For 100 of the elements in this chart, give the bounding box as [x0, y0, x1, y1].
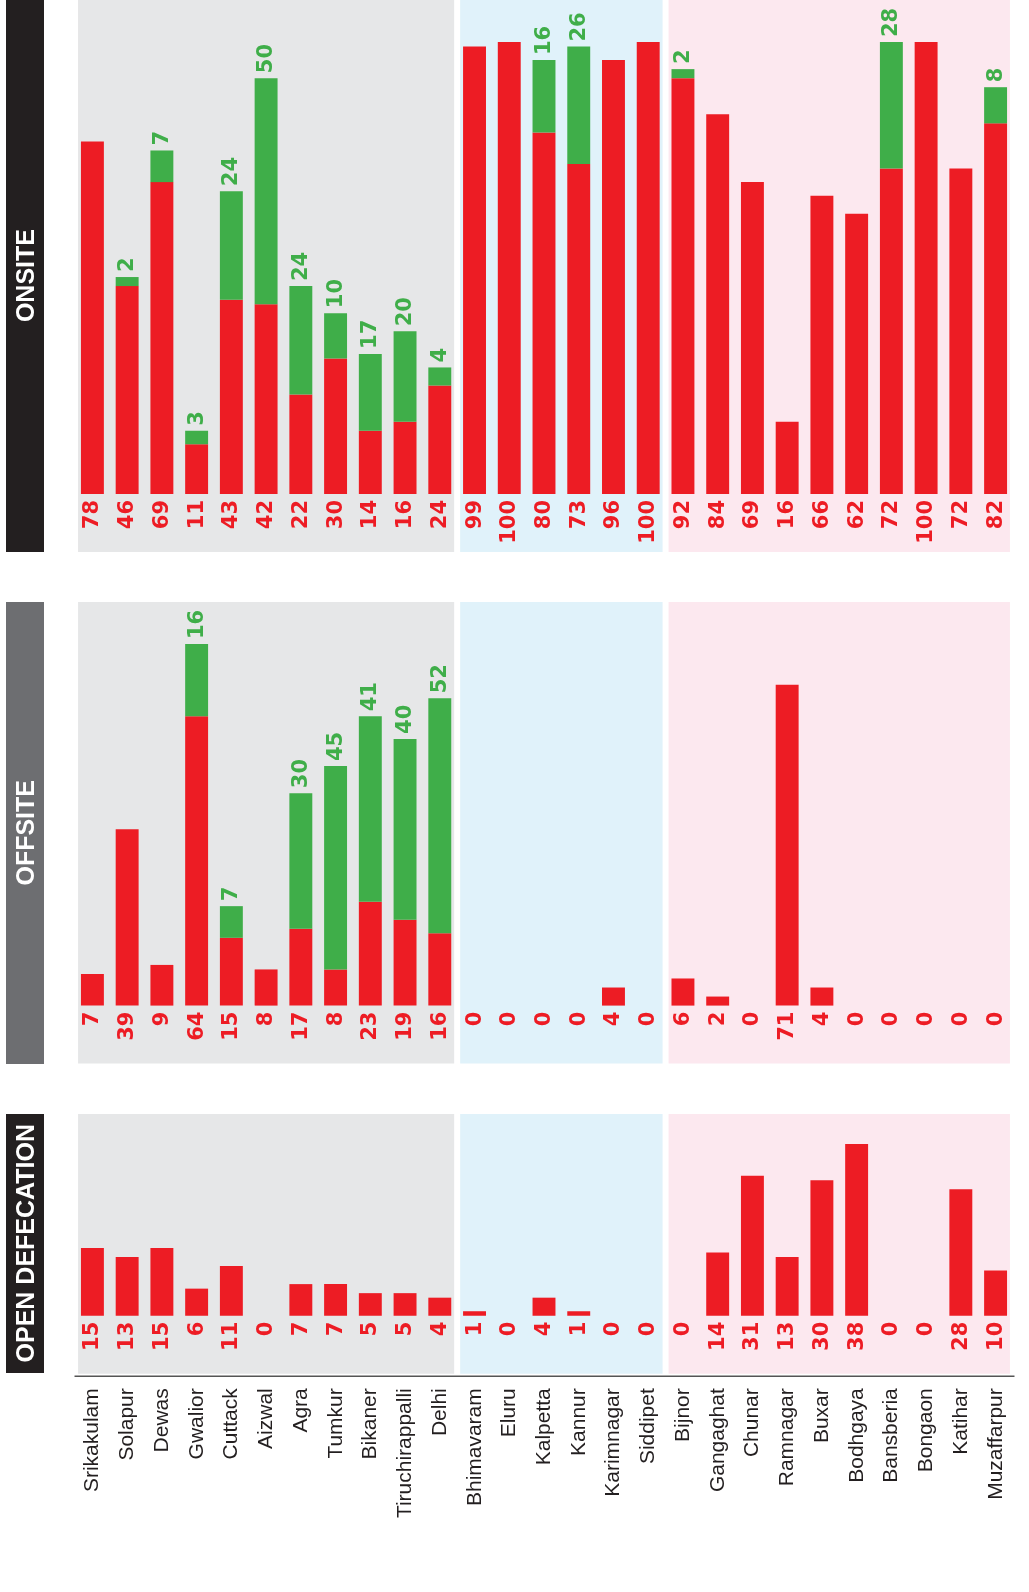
data-label: 17: [357, 319, 382, 349]
bar: [150, 964, 174, 1006]
bar: [324, 1283, 348, 1316]
bar: [810, 195, 834, 494]
x-tick-label: Gwalior: [183, 1387, 207, 1459]
data-label: 72: [878, 500, 903, 530]
x-tick-label: Dewas: [148, 1387, 172, 1452]
bar: [289, 928, 313, 1006]
data-label: 2: [114, 257, 139, 273]
data-label: 73: [565, 500, 590, 530]
data-label: 0: [635, 1321, 660, 1336]
data-label: 15: [148, 1321, 173, 1351]
data-label: 0: [600, 1321, 625, 1336]
data-label: 0: [461, 1011, 486, 1027]
x-tick-label: Tiruchirappalli: [392, 1387, 416, 1518]
data-label: 4: [531, 1321, 555, 1336]
bar: [254, 969, 278, 1006]
data-label: 30: [322, 500, 347, 530]
data-label: 92: [669, 500, 694, 530]
bar: [428, 1297, 452, 1316]
bar: [185, 644, 209, 717]
data-label: 69: [148, 500, 173, 530]
bar: [219, 1265, 243, 1316]
data-label: 38: [843, 1321, 868, 1351]
text: ONSITE: [10, 229, 40, 323]
data-label: 1: [461, 1321, 486, 1336]
bar: [602, 60, 625, 494]
data-label: 2: [704, 1011, 729, 1027]
data-label: 20: [392, 297, 417, 327]
x-tick-label: Bansberia: [878, 1387, 902, 1483]
data-label: 100: [913, 500, 938, 544]
x-tick-label: Tumkur: [322, 1387, 346, 1459]
data-label: 62: [843, 500, 868, 530]
bar: [636, 42, 660, 494]
data-label: 16: [531, 25, 555, 56]
bar: [879, 42, 903, 169]
data-label: 16: [426, 1011, 451, 1041]
bar: [463, 1310, 486, 1316]
data-label: 66: [808, 500, 833, 530]
bar: [984, 123, 1008, 494]
data-label: 9: [148, 1011, 173, 1027]
data-label: 16: [774, 500, 799, 530]
bar: [289, 394, 313, 494]
x-tick-label: Chunar: [739, 1387, 763, 1457]
text: OFFSITE: [10, 780, 40, 886]
data-label: 0: [565, 1011, 590, 1027]
bar: [949, 1188, 973, 1316]
data-label: 2: [669, 49, 694, 65]
x-tick-label: Kalpetta: [531, 1387, 554, 1465]
bar: [185, 716, 209, 1006]
text: OPEN DEFECATION: [10, 1124, 40, 1363]
data-label: 8: [253, 1011, 278, 1027]
data-label: 4: [600, 1011, 625, 1027]
bar: [150, 150, 174, 183]
data-label: 31: [739, 1321, 764, 1351]
data-label: 0: [878, 1321, 903, 1336]
x-tick-label: Ramnagar: [774, 1387, 798, 1486]
bar: [219, 191, 243, 300]
bar: [428, 367, 452, 386]
data-label: 72: [947, 500, 972, 530]
bar: [602, 987, 625, 1006]
data-label: 10: [982, 1321, 1007, 1351]
bar: [984, 1270, 1008, 1316]
bar: [324, 766, 348, 970]
data-label: 7: [218, 886, 243, 902]
data-label: 28: [947, 1321, 972, 1351]
data-label: 30: [287, 758, 312, 789]
data-label: 6: [183, 1321, 208, 1336]
data-label: 7: [148, 130, 173, 146]
data-label: 22: [287, 500, 312, 530]
x-tick-label: Siddipet: [635, 1387, 659, 1464]
data-label: 30: [808, 1321, 833, 1351]
bar: [428, 933, 452, 1006]
bar: [80, 141, 104, 494]
x-tick-label: Aizwal: [253, 1387, 277, 1449]
data-label: 78: [79, 500, 104, 530]
bar: [671, 78, 695, 494]
bar: [393, 738, 417, 920]
bar: [185, 1288, 209, 1316]
x-tick-label: Bijnor: [669, 1387, 693, 1442]
x-tick-label: Srikakulam: [79, 1387, 103, 1492]
bar: [289, 793, 313, 929]
data-label: 5: [357, 1321, 382, 1336]
data-label: 52: [426, 664, 451, 694]
x-tick-label: Katihar: [947, 1387, 971, 1455]
bar: [532, 132, 556, 494]
data-label: 13: [774, 1321, 799, 1351]
bar: [289, 1283, 313, 1316]
data-label: 3: [183, 411, 208, 426]
bar: [150, 182, 174, 494]
data-label: 0: [913, 1321, 938, 1336]
bar: [532, 60, 556, 133]
data-label: 7: [79, 1011, 104, 1027]
bar: [289, 286, 313, 395]
bar: [358, 1292, 382, 1316]
data-label: 0: [739, 1011, 764, 1027]
data-label: 14: [357, 500, 382, 530]
data-label: 0: [982, 1011, 1007, 1027]
bar: [393, 421, 417, 494]
bar: [80, 973, 104, 1006]
